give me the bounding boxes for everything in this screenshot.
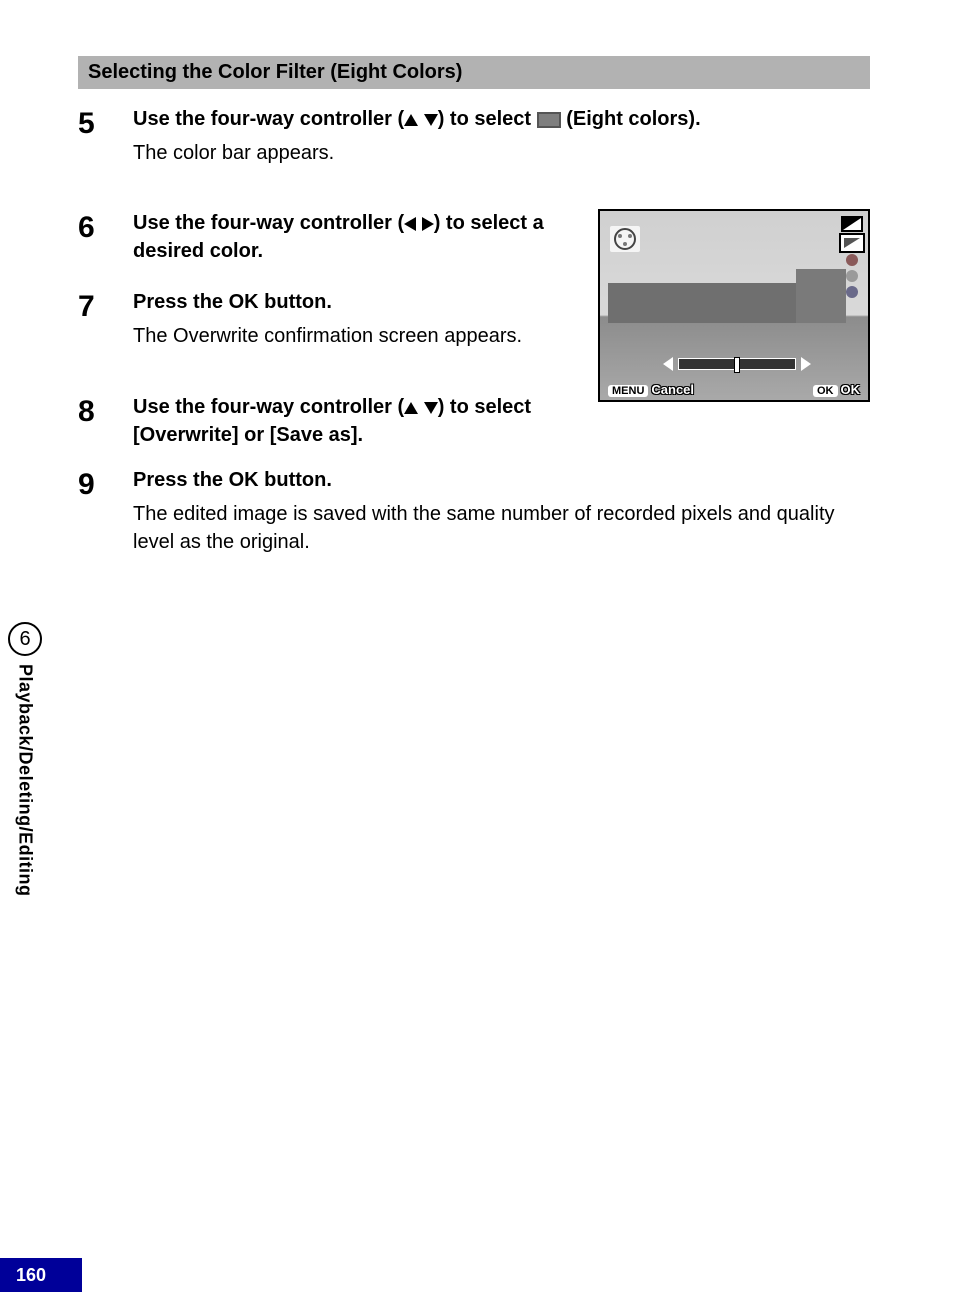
step-title: Press the OK button. (133, 288, 522, 316)
color-swatch-selected (841, 235, 863, 251)
step-7: 7 Press the OK button. The Overwrite con… (78, 288, 568, 350)
chapter-number: 6 (8, 622, 42, 656)
camera-lcd-preview: MENUCancel OKOK (598, 209, 870, 402)
color-slider (678, 358, 796, 370)
step-5: 5 Use the four-way controller ( ) to sel… (78, 105, 870, 167)
step-number: 6 (78, 209, 133, 265)
right-icon (422, 217, 434, 231)
step-number: 8 (78, 393, 133, 449)
color-dot (846, 270, 858, 282)
menu-button-label: MENU (608, 385, 648, 397)
text: Use the four-way controller ( (133, 108, 404, 130)
down-icon (424, 114, 438, 126)
chapter-title: Playback/Deleting/Editing (15, 664, 36, 897)
step-6: 6 Use the four-way controller ( ) to sel… (78, 209, 568, 265)
slider-left-icon (663, 357, 673, 371)
step-title: Use the four-way controller ( ) to selec… (133, 105, 701, 133)
step-title: Use the four-way controller ( ) to selec… (133, 393, 568, 449)
ok-button-label: OK (813, 385, 838, 397)
step-9: 9 Press the OK button. The edited image … (78, 466, 870, 556)
section-heading: Selecting the Color Filter (Eight Colors… (78, 56, 870, 89)
text: (Eight colors). (561, 108, 701, 130)
cancel-text: Cancel (651, 382, 694, 397)
up-icon (404, 402, 418, 414)
page-number-footer: 160 (0, 1258, 82, 1292)
color-swatch-column (841, 216, 863, 302)
left-icon (404, 217, 416, 231)
slider-right-icon (801, 357, 811, 371)
step-desc: The color bar appears. (133, 139, 701, 167)
ok-group: OKOK (813, 382, 860, 397)
filter-icon (537, 112, 561, 128)
step-8: 8 Use the four-way controller ( ) to sel… (78, 393, 568, 449)
lcd-bottom-bar: MENUCancel OKOK (600, 378, 868, 400)
up-icon (404, 114, 418, 126)
down-icon (424, 402, 438, 414)
palette-icon (610, 226, 640, 252)
text: Use the four-way controller ( (133, 212, 404, 234)
text: Use the four-way controller ( (133, 396, 404, 418)
color-dot (846, 286, 858, 298)
step-number: 9 (78, 466, 133, 556)
step-desc: The Overwrite confirmation screen appear… (133, 322, 522, 350)
slider-knob (734, 357, 740, 373)
color-dot (846, 254, 858, 266)
text: ) to select (438, 108, 537, 130)
photo-subject (608, 283, 838, 323)
step-number: 7 (78, 288, 133, 350)
color-swatch (841, 216, 863, 232)
ok-text: OK (841, 382, 861, 397)
chapter-side-tab: 6 Playback/Deleting/Editing (0, 622, 50, 897)
step-desc: The edited image is saved with the same … (133, 500, 870, 556)
menu-cancel-group: MENUCancel (608, 382, 694, 397)
step-number: 5 (78, 105, 133, 167)
step-title: Press the OK button. (133, 466, 870, 494)
step-title: Use the four-way controller ( ) to selec… (133, 209, 568, 265)
